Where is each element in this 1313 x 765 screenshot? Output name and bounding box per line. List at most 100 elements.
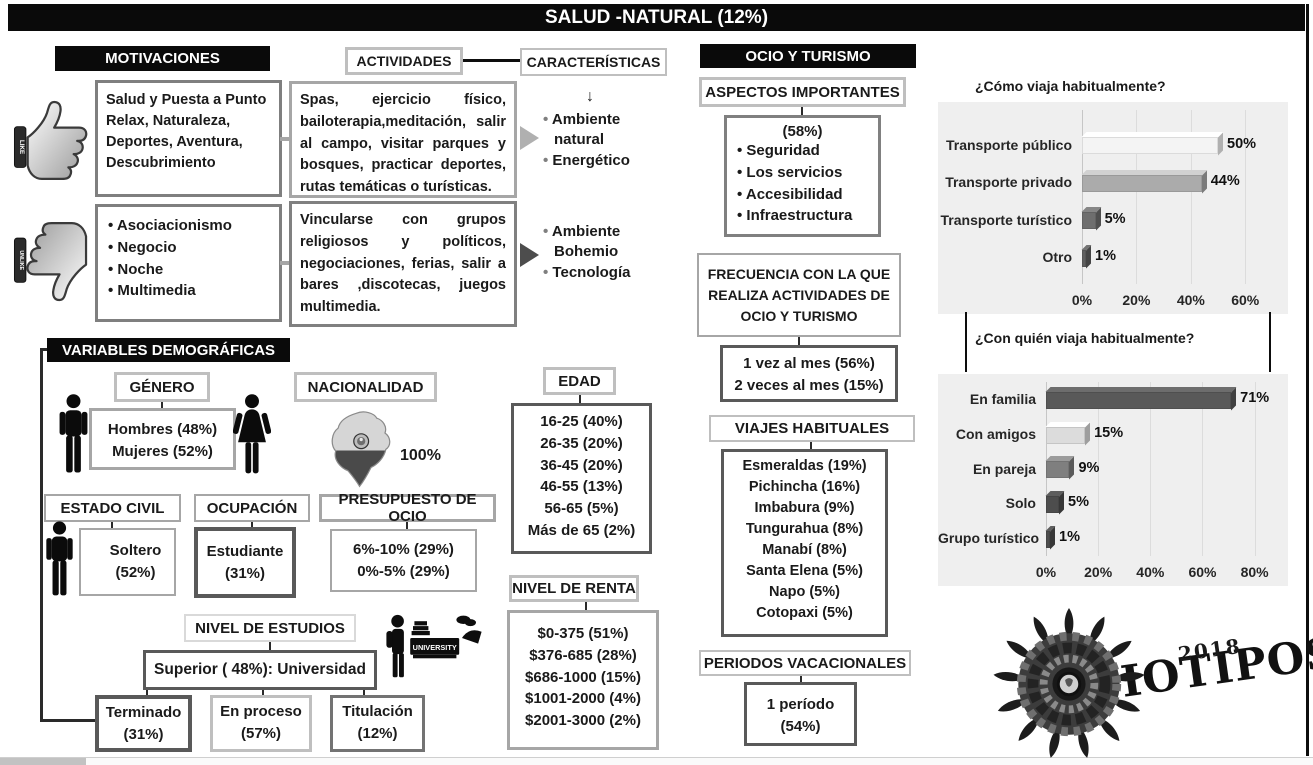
nacionalidad-value-text: 100%: [400, 447, 441, 464]
frecuencia-box: 1 vez al mes (56%) 2 veces al mes (15%): [720, 345, 898, 402]
actividades-grupo1-box: Spas, ejercicio físico, bailoterapia,med…: [289, 81, 517, 198]
list-item: 1 vez al mes (56%): [743, 355, 875, 372]
like-badge-text: LIKE: [18, 140, 25, 154]
connector-viajes: [810, 442, 812, 449]
nivel-renta-header: NIVEL DE RENTA: [509, 575, 639, 602]
bar-con-amigos: [1046, 426, 1086, 444]
list-item: 1 período: [766, 696, 835, 713]
list-item: 26-35 (20%): [540, 434, 623, 452]
list-item: Titulación: [342, 703, 413, 720]
ocupacion-header: OCUPACIÓN: [194, 494, 310, 522]
arrow-grupo2-icon: [520, 243, 539, 267]
unlike-badge-text: UNLIKE: [18, 250, 24, 270]
list-item: Accesibilidad: [737, 184, 868, 206]
category-label: En pareja: [972, 460, 1036, 477]
chart-con-quien-viaja: 0% 20% 40% 60% 80% En familia 71% Con amigos 15%…: [938, 374, 1288, 586]
list-item: Ambiente natural: [543, 110, 649, 151]
caracteristicas-grupo1-list: Ambiente naturalEnergético: [543, 110, 649, 171]
x-tick-label: 80%: [1240, 564, 1269, 580]
list-item: Terminado: [105, 704, 182, 721]
nivel-estudios-header-text: NIVEL DE ESTUDIOS: [195, 619, 345, 637]
list-item: 2 veces al mes (15%): [734, 376, 884, 394]
data-label: 5%: [1068, 494, 1089, 511]
genero-box: Hombres (48%) Mujeres (52%): [89, 408, 236, 470]
bottom-scrollbar-track[interactable]: [0, 757, 1313, 765]
woman-icon: [233, 394, 271, 474]
edad-header-text: EDAD: [558, 372, 601, 390]
motivaciones-like-box: Salud y Puesta a Punto Relax, Naturaleza…: [95, 80, 282, 197]
list-item: Imbabura (9%): [754, 500, 855, 517]
x-tick-label: 0%: [1071, 292, 1093, 308]
bottom-scrollbar-thumb[interactable]: [0, 758, 86, 765]
motivaciones-like-text: Salud y Puesta a Punto Relax, Naturaleza…: [106, 92, 267, 172]
data-label: 15%: [1094, 425, 1124, 442]
viajes-habituales-header: VIAJES HABITUALES: [709, 415, 915, 442]
list-item: 46-55 (13%): [540, 478, 623, 496]
connector-edad: [579, 395, 581, 403]
list-item: Seguridad: [737, 140, 868, 162]
list-item: 6%-10% (29%): [353, 541, 454, 558]
connector-actividades-caracteristicas: [463, 59, 520, 62]
presupuesto-header-text: PRESUPUESTO DE OCIO: [338, 491, 477, 525]
ocio-turismo-header-text: OCIO Y TURISMO: [745, 47, 871, 65]
caracteristicas-header-text: CARACTERÍSTICAS: [526, 54, 661, 70]
down-arrow-glyph: ↓: [586, 88, 594, 105]
nivel-renta-box: $0-375 (51%) $376-685 (28%) $686-1000 (15%…: [507, 610, 659, 750]
data-label: 71%: [1240, 390, 1270, 407]
estudios-superior-box: Superior ( 48%): Universidad: [143, 650, 377, 690]
genero-header-text: GÉNERO: [129, 378, 195, 396]
demograficas-header-text: VARIABLES DEMOGRÁFICAS: [61, 341, 276, 359]
frecuencia-header-box: FRECUENCIA CON LA QUE REALIZA ACTIVIDADE…: [697, 253, 901, 337]
list-item: Energético: [543, 151, 649, 171]
connector-frecuencia: [798, 337, 800, 345]
x-tick-label: 40%: [1176, 292, 1205, 308]
caracteristicas-header: CARACTERÍSTICAS: [520, 48, 667, 76]
chart-divider-line-left: [965, 312, 967, 372]
nivel-estudios-header: NIVEL DE ESTUDIOS: [184, 614, 356, 642]
category-label: Transporte público: [945, 136, 1072, 153]
list-item: 0%-5% (29%): [357, 562, 450, 580]
list-item: Manabí (8%): [762, 542, 847, 559]
x-tick-label: 40%: [1136, 564, 1165, 580]
list-item: Esmeraldas (19%): [742, 458, 867, 474]
chart2-title-text: ¿Con quién viaja habitualmente?: [975, 330, 1195, 346]
connector-demograficas-left-v: [40, 348, 43, 722]
data-label: 1%: [1095, 248, 1116, 265]
bar-transporte-p-blico: [1082, 137, 1219, 155]
estudios-terminado-box: Terminado (31%): [95, 695, 192, 752]
connector-sub3: [363, 690, 365, 695]
list-item: 16-25 (40%): [540, 413, 623, 430]
bar-grupo-tur-stico: [1046, 530, 1050, 548]
list-item: $2001-3000 (2%): [525, 712, 641, 729]
connector-like-activities: [280, 137, 291, 141]
connector-estudios: [269, 642, 271, 650]
thumbs-down-unlike-icon: UNLIKE: [13, 221, 88, 302]
x-tick-label: 60%: [1231, 292, 1260, 308]
list-item: Soltero: [109, 542, 162, 559]
actividades-grupo2-box: Vincularse con grupos religiosos y polít…: [289, 201, 517, 327]
category-label: Transporte privado: [945, 174, 1072, 191]
right-border-line: [1306, 4, 1309, 756]
connector-sub1: [146, 690, 148, 695]
presupuesto-box: 6%-10% (29%) 0%-5% (29%): [330, 529, 477, 592]
man-icon: [59, 394, 88, 473]
viajes-habituales-box: Esmeraldas (19%) Pichincha (16%) Imbabura …: [721, 449, 888, 637]
chart-divider-line-right: [1269, 312, 1271, 372]
x-tick-label: 20%: [1084, 564, 1113, 580]
list-item: 36-45 (20%): [540, 456, 623, 474]
connector-demograficas-left-h2: [40, 719, 96, 722]
variables-demograficas-header: VARIABLES DEMOGRÁFICAS: [47, 338, 290, 362]
category-label: Otro: [1042, 249, 1072, 266]
category-label: Solo: [1005, 495, 1036, 512]
university-sign-text: UNIVERSITY: [413, 643, 457, 652]
aspectos-items-list: SeguridadLos serviciosAccesibilidadInfra…: [737, 140, 868, 227]
ocio-turismo-header: OCIO Y TURISMO: [700, 44, 916, 68]
gridline: [1245, 110, 1247, 284]
aspectos-header-text: ASPECTOS IMPORTANTES: [705, 83, 900, 101]
chart1-title: ¿Cómo viaja habitualmente?: [975, 78, 1166, 94]
connector-ocupacion: [251, 522, 253, 527]
actividades-header-text: ACTIVIDADES: [356, 53, 452, 69]
page-title: SALUD -NATURAL (12%): [8, 4, 1305, 31]
periodos-vacacionales-header: PERIODOS VACACIONALES: [699, 650, 911, 676]
